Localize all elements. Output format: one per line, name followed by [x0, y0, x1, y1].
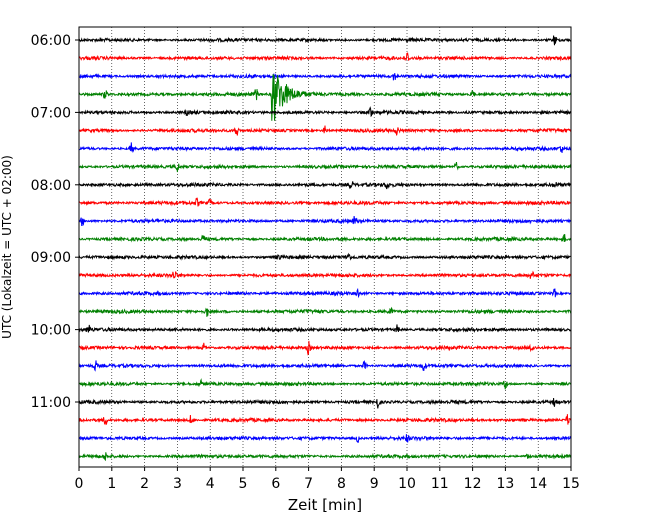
trace-row [78, 125, 572, 136]
trace-row [78, 181, 572, 190]
x-tick-label: 2 [140, 476, 149, 492]
trace-row [78, 233, 572, 243]
trace-row [78, 270, 572, 279]
trace-row [78, 359, 572, 372]
trace-row [78, 216, 572, 226]
plot-frame [78, 26, 572, 468]
x-tick-label: 4 [206, 476, 215, 492]
trace-row [78, 452, 572, 462]
trace-row [78, 197, 572, 207]
x-tick-label: 1 [107, 476, 116, 492]
grid-lines [111, 27, 539, 467]
y-tick-label: 08:00 [31, 178, 71, 194]
trace-row [78, 35, 572, 46]
x-tick-label: 0 [75, 476, 84, 492]
x-axis-label: Zeit [min] [288, 496, 362, 514]
x-tick-label: 5 [239, 476, 248, 492]
trace-row [78, 414, 572, 426]
trace-row [78, 252, 572, 261]
trace-row [78, 378, 572, 390]
x-tick-label: 8 [337, 476, 346, 492]
trace-row [78, 74, 572, 121]
trace-row [78, 51, 572, 62]
trace-row [78, 287, 572, 299]
y-tick-label: 06:00 [31, 33, 71, 49]
y-tick-label: 11:00 [31, 395, 71, 411]
y-tick-label: 10:00 [31, 323, 71, 339]
x-tick-label: 14 [529, 476, 547, 492]
x-tick-label: 7 [304, 476, 313, 492]
trace-row [78, 106, 572, 118]
trace-row [78, 161, 572, 173]
x-tick-label: 6 [271, 476, 280, 492]
trace-row [78, 340, 572, 356]
x-tick-label: 13 [496, 476, 514, 492]
trace-row [78, 142, 572, 154]
x-tick-label: 9 [370, 476, 379, 492]
y-axis-label: UTC (Lokalzeit = UTC + 02:00) [0, 155, 14, 339]
x-tick-label: 12 [464, 476, 482, 492]
y-axis-ticks: 06:00 07:00 08:00 09:00 10:00 11:00 [31, 33, 79, 411]
trace-row [78, 72, 572, 81]
x-tick-label: 3 [173, 476, 182, 492]
trace-row [78, 434, 572, 443]
x-tick-label: 15 [562, 476, 580, 492]
trace-row [78, 306, 572, 317]
x-axis-ticks: 0 1 2 3 4 5 6 7 8 9 10 11 12 13 14 15 [75, 467, 580, 492]
y-tick-label: 07:00 [31, 105, 71, 121]
x-tick-label: 11 [431, 476, 449, 492]
x-tick-label: 10 [398, 476, 416, 492]
y-tick-label: 09:00 [31, 250, 71, 266]
trace-row [78, 397, 572, 409]
trace-row [78, 324, 572, 333]
traces [78, 35, 572, 462]
